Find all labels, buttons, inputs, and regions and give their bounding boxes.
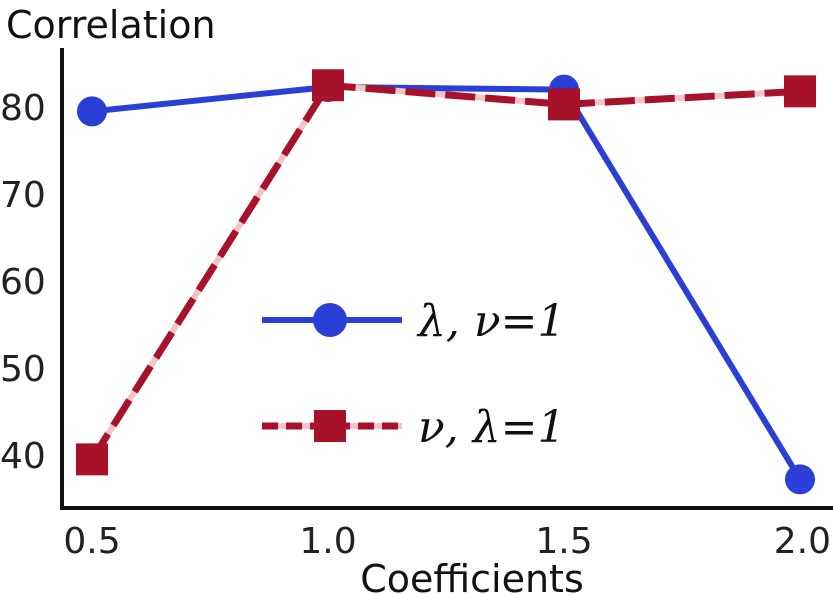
data-point: [785, 464, 815, 495]
data-point: [312, 69, 344, 102]
y-tick-label: 60: [0, 262, 46, 303]
data-point: [76, 443, 108, 476]
legend-marker: [313, 303, 347, 337]
series-line: [91, 83, 803, 481]
x-tick-label: 0.5: [63, 521, 120, 562]
x-tick-label: 1.0: [299, 521, 356, 562]
data-point: [784, 75, 816, 108]
legend-label: λ, ν=1: [416, 296, 565, 347]
series-line: [89, 81, 801, 462]
x-tick-label: 2.0: [774, 521, 831, 562]
data-point: [548, 88, 580, 121]
data-point: [77, 96, 107, 127]
axes: [60, 48, 833, 510]
y-tick-label: 40: [0, 436, 46, 477]
legend-label: ν, λ=1: [418, 402, 565, 453]
y-tick-labels: 40 50 60 70 80: [0, 88, 46, 477]
x-axis-title: Coefficients: [360, 557, 584, 594]
legend: λ, ν=1 ν, λ=1: [262, 296, 565, 453]
legend-marker: [314, 410, 346, 442]
y-axis-title: Correlation: [6, 3, 216, 47]
legend-entry-1: λ, ν=1: [262, 296, 565, 347]
y-tick-label: 70: [0, 175, 46, 216]
series-2: [76, 69, 816, 476]
y-tick-label: 80: [0, 88, 46, 129]
legend-entry-2: ν, λ=1: [262, 402, 565, 453]
y-tick-label: 50: [0, 349, 46, 390]
x-tick-label: 1.5: [535, 521, 592, 562]
x-tick-labels: 0.5 1.0 1.5 2.0: [63, 521, 831, 562]
series-group: [76, 69, 816, 495]
